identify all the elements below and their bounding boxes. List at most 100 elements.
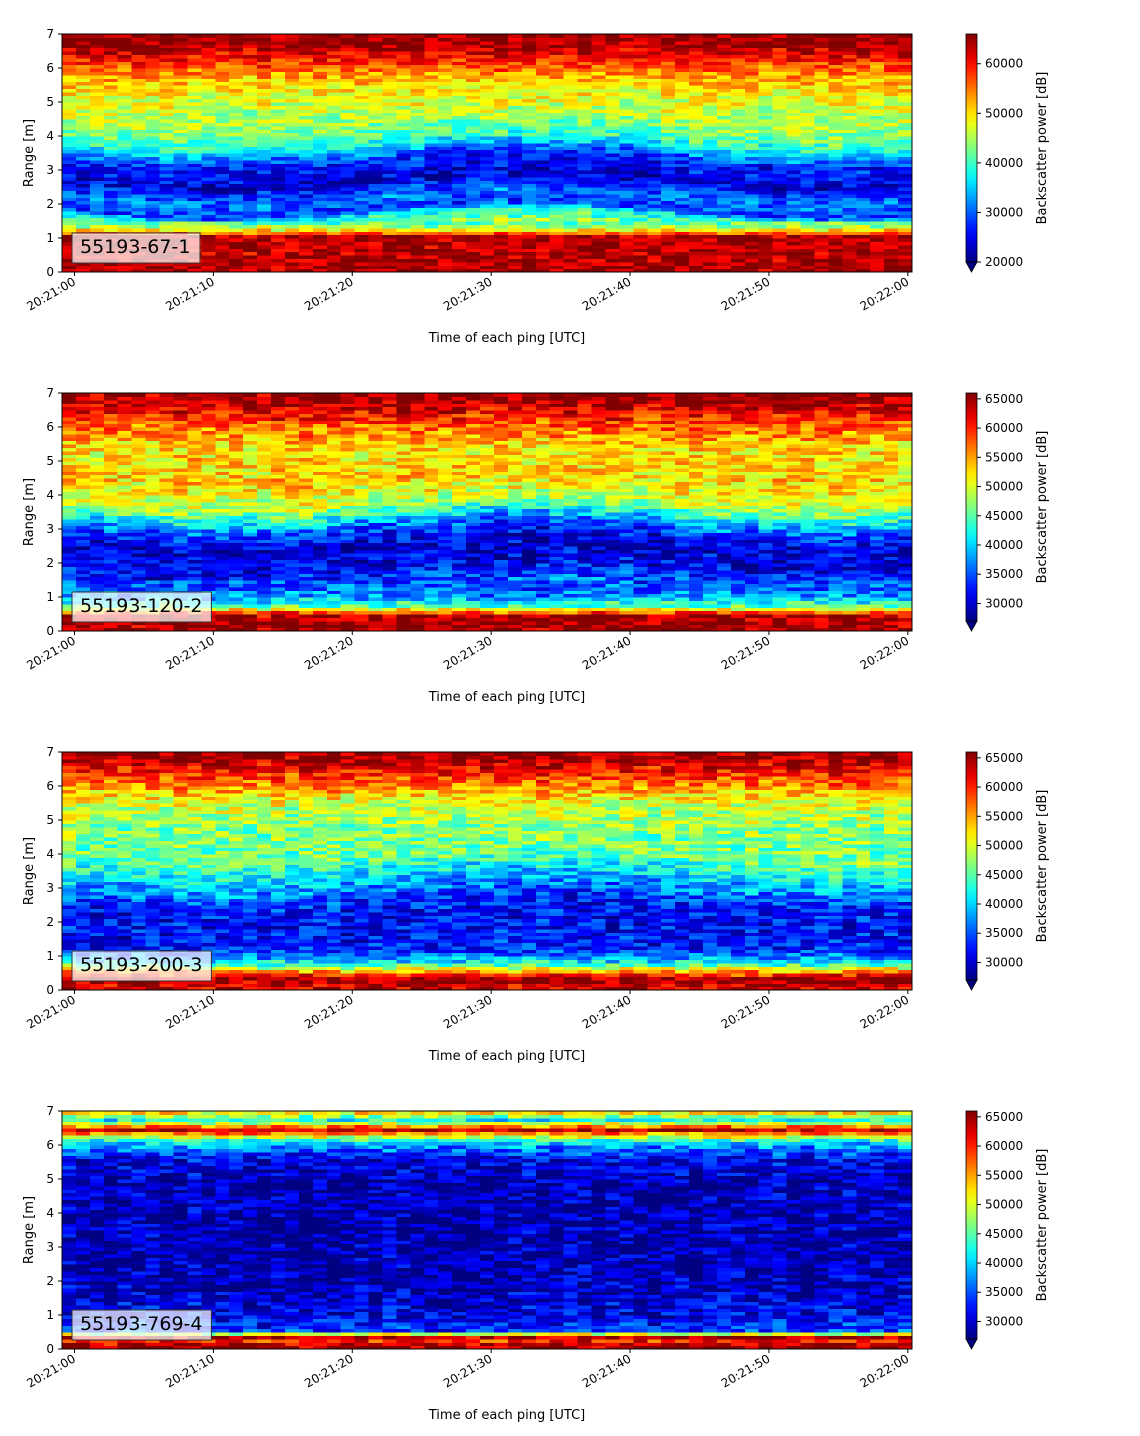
heatmap-cell	[243, 251, 258, 256]
heatmap-cell	[382, 224, 398, 229]
heatmap-cell	[702, 221, 718, 225]
heatmap-cell	[480, 71, 495, 76]
heatmap-cell	[159, 61, 175, 66]
heatmap-cell	[452, 54, 467, 59]
heatmap-cell	[131, 61, 147, 66]
heatmap-cell	[633, 183, 648, 188]
heatmap-cell	[898, 142, 913, 147]
heatmap-cell	[382, 44, 398, 49]
heatmap-cell	[298, 112, 314, 117]
heatmap-cell	[326, 112, 342, 117]
heatmap-cell	[326, 234, 342, 239]
heatmap-cell	[159, 78, 175, 83]
heatmap-cell	[229, 68, 244, 72]
heatmap-cell	[884, 251, 899, 256]
heatmap-cell	[535, 204, 551, 208]
heatmap-cell	[326, 74, 342, 79]
heatmap-cell	[591, 64, 607, 69]
heatmap-cell	[243, 61, 258, 66]
heatmap-cell	[577, 149, 593, 154]
heatmap-cell	[103, 88, 119, 93]
heatmap-cell	[480, 142, 495, 147]
heatmap-cell	[201, 102, 216, 106]
heatmap-cell	[480, 210, 495, 215]
heatmap-cell	[117, 163, 133, 168]
heatmap-cell	[382, 173, 398, 178]
heatmap-cell	[103, 40, 119, 45]
heatmap-cell	[716, 81, 732, 86]
heatmap-cell	[89, 505, 105, 510]
heatmap-cell	[284, 102, 300, 106]
heatmap-cell	[368, 119, 384, 123]
heatmap-cell	[647, 153, 662, 157]
y-tick-label: 6	[46, 61, 54, 75]
heatmap-cell	[675, 132, 690, 137]
heatmap-cell	[633, 193, 648, 198]
heatmap-cell	[661, 115, 676, 120]
heatmap-cell	[647, 210, 662, 215]
heatmap-cell	[131, 54, 147, 59]
heatmap-cell	[549, 71, 565, 76]
heatmap-cell	[563, 102, 579, 106]
heatmap-cell	[591, 71, 607, 76]
heatmap-cell	[173, 204, 189, 208]
heatmap-cell	[675, 71, 690, 76]
heatmap-cell	[159, 102, 175, 106]
heatmap-cell	[772, 200, 788, 205]
heatmap-cell	[702, 146, 718, 151]
heatmap-cell	[814, 159, 829, 164]
heatmap-cell	[326, 204, 342, 208]
heatmap-cell	[466, 180, 481, 185]
heatmap-cell	[563, 71, 579, 76]
heatmap-cell	[354, 166, 370, 171]
heatmap-cell	[702, 234, 718, 239]
heatmap-cell	[159, 115, 175, 120]
heatmap-cell	[661, 255, 676, 259]
heatmap-cell	[438, 132, 453, 137]
heatmap-cell	[605, 265, 620, 270]
heatmap-cell	[591, 214, 607, 219]
heatmap-cell	[89, 136, 105, 140]
heatmap-cell	[243, 112, 258, 117]
heatmap-cell	[326, 241, 342, 246]
heatmap-cell	[480, 221, 495, 225]
heatmap-cell	[452, 136, 467, 140]
heatmap-cell	[271, 91, 286, 96]
heatmap-cell	[633, 251, 648, 256]
heatmap-cell	[173, 125, 189, 130]
heatmap-cell	[898, 265, 913, 270]
heatmap-cell	[117, 57, 133, 62]
heatmap-cell	[647, 40, 662, 45]
heatmap-cell	[201, 214, 216, 219]
heatmap-cell	[730, 98, 746, 103]
heatmap-cell	[605, 51, 620, 55]
heatmap-cell	[354, 258, 370, 263]
heatmap-cell	[870, 193, 885, 198]
heatmap-cell	[647, 214, 662, 219]
heatmap-cell	[577, 136, 593, 140]
heatmap-cell	[744, 40, 760, 45]
heatmap-cell	[131, 454, 147, 459]
heatmap-cell	[689, 159, 704, 164]
heatmap-cell	[173, 132, 189, 137]
heatmap-cell	[117, 112, 133, 117]
heatmap-cell	[633, 227, 648, 232]
heatmap-cell	[215, 221, 230, 225]
heatmap-cell	[89, 122, 105, 127]
heatmap-cell	[312, 132, 328, 137]
heatmap-cell	[661, 258, 676, 263]
heatmap-cell	[521, 210, 537, 215]
heatmap-cell	[312, 91, 328, 96]
heatmap-cell	[131, 214, 147, 219]
heatmap-cell	[702, 61, 718, 66]
heatmap-cell	[257, 57, 272, 62]
heatmap-cell	[368, 200, 384, 205]
heatmap-cell	[354, 241, 370, 246]
heatmap-cell	[354, 139, 370, 144]
heatmap-cell	[187, 268, 202, 273]
heatmap-cell	[591, 197, 607, 202]
heatmap-cell	[312, 98, 328, 103]
heatmap-cell	[452, 149, 467, 154]
heatmap-cell	[772, 166, 788, 171]
heatmap-cell	[466, 142, 481, 147]
